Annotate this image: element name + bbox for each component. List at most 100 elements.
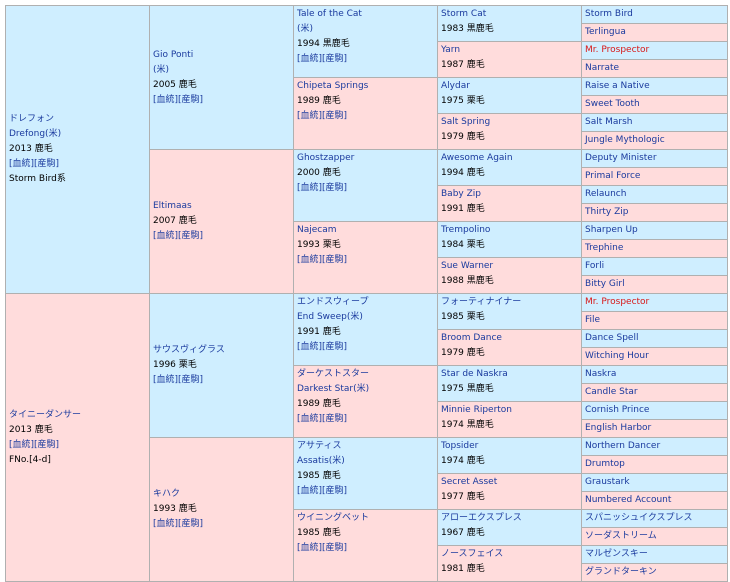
horse-name-link[interactable]: Broom Dance	[441, 333, 502, 343]
horse-name-link[interactable]: マルゼンスキー	[585, 549, 648, 559]
pedigree-link[interactable]: [血統]	[153, 94, 179, 105]
horse-name-link[interactable]: Najecam	[297, 225, 337, 235]
horse-name-link[interactable]: Storm Bird	[585, 9, 633, 19]
progeny-link[interactable]: [産駒]	[34, 159, 60, 169]
pedigree-link[interactable]: [血統]	[297, 414, 323, 424]
pedigree-link[interactable]: [血統]	[297, 183, 323, 193]
horse-name-link[interactable]: Relaunch	[585, 189, 627, 199]
horse-name-link[interactable]: Sharpen Up	[585, 225, 638, 235]
horse-name-link[interactable]: ソーダストリーム	[585, 531, 657, 541]
horse-name-link[interactable]: Minnie Riperton	[441, 405, 513, 415]
horse-name-link[interactable]: Storm Cat	[441, 9, 487, 19]
horse-name-link[interactable]: サウスヴィグラス	[153, 345, 225, 355]
horse-english-name[interactable]: (米)	[297, 24, 314, 34]
horse-name-link[interactable]: Trephine	[585, 243, 624, 253]
horse-english-name[interactable]: Darkest Star(米)	[297, 384, 370, 394]
horse-name-link[interactable]: Cornish Prince	[585, 405, 650, 415]
horse-name-link[interactable]: Eltimaas	[153, 201, 192, 211]
horse-name-link[interactable]: エンドスウィープ	[297, 297, 369, 307]
horse-name-link[interactable]: アサティス	[297, 441, 342, 451]
horse-english-name[interactable]: Drefong(米)	[9, 129, 62, 139]
horse-name-link[interactable]: Jungle Mythologic	[585, 135, 665, 145]
pedigree-link[interactable]: [血統]	[297, 111, 323, 121]
progeny-link[interactable]: [産駒]	[322, 111, 348, 121]
horse-name-link[interactable]: Mr. Prospector	[585, 297, 650, 307]
horse-english-name[interactable]: (米)	[153, 64, 170, 75]
progeny-link[interactable]: [産駒]	[34, 439, 60, 450]
horse-name-link[interactable]: Ghostzapper	[297, 153, 355, 163]
progeny-link[interactable]: [産駒]	[178, 519, 204, 529]
horse-name-link[interactable]: Forli	[585, 261, 605, 271]
horse-name-link[interactable]: ノースフェイス	[441, 549, 504, 559]
progeny-link[interactable]: [産駒]	[178, 375, 204, 385]
progeny-link[interactable]: [産駒]	[322, 183, 348, 193]
horse-name-link[interactable]: Tale of the Cat	[297, 9, 362, 19]
horse-name-link[interactable]: フォーティナイナー	[441, 297, 522, 307]
horse-name-link[interactable]: Awesome Again	[441, 153, 513, 163]
horse-name-link[interactable]: グランドターキン	[585, 567, 657, 577]
horse-name-link[interactable]: Naskra	[585, 369, 617, 379]
horse-name-link[interactable]: Thirty Zip	[585, 207, 629, 217]
horse-name-link[interactable]: Topsider	[441, 441, 479, 451]
horse-name-link[interactable]: Salt Marsh	[585, 117, 633, 127]
progeny-link[interactable]: [産駒]	[322, 486, 348, 496]
progeny-link[interactable]: [産駒]	[322, 255, 348, 265]
pedigree-link[interactable]: [血統]	[153, 231, 179, 241]
horse-name-link[interactable]: Yarn	[441, 45, 461, 55]
horse-name-link[interactable]: Star de Naskra	[441, 369, 508, 379]
pedigree-link[interactable]: [血統]	[9, 439, 35, 450]
ancestor-gen5-1: Storm Bird	[581, 5, 728, 24]
ancestor-gen4-10: Broom Dance 1979 鹿毛	[437, 329, 582, 366]
horse-name-link[interactable]: Salt Spring	[441, 117, 491, 127]
horse-name-link[interactable]: Mr. Prospector	[585, 45, 650, 55]
horse-name-link[interactable]: Terlingua	[585, 27, 626, 37]
progeny-link[interactable]: [産駒]	[178, 231, 204, 241]
horse-name-link[interactable]: Chipeta Springs	[297, 81, 369, 91]
horse-name-link[interactable]: Northern Dancer	[585, 441, 661, 451]
horse-name-link[interactable]: Candle Star	[585, 387, 638, 397]
ancestor-gen4-11: Star de Naskra 1975 黒鹿毛	[437, 365, 582, 402]
horse-name-link[interactable]: Sweet Tooth	[585, 99, 640, 109]
pedigree-link[interactable]: [血統]	[297, 342, 323, 352]
pedigree-link[interactable]: [血統]	[297, 486, 323, 496]
horse-name-link[interactable]: Baby Zip	[441, 189, 481, 199]
progeny-link[interactable]: [産駒]	[178, 94, 204, 105]
horse-name-link[interactable]: Primal Force	[585, 171, 641, 181]
horse-name-link[interactable]: Dance Spell	[585, 333, 639, 343]
horse-name-link[interactable]: ウイニングベット	[297, 513, 370, 523]
horse-name-link[interactable]: ドレフォン	[9, 114, 55, 124]
horse-name-link[interactable]: ダーケストスター	[297, 369, 370, 379]
horse-name-link[interactable]: Secret Asset	[441, 477, 498, 487]
horse-english-name[interactable]: Assatis(米)	[297, 456, 345, 466]
pedigree-link[interactable]: [血統]	[297, 255, 323, 265]
pedigree-link[interactable]: [血統]	[153, 375, 179, 385]
horse-name-link[interactable]: Narrate	[585, 63, 620, 73]
horse-name-link[interactable]: Witching Hour	[585, 351, 649, 361]
horse-name-link[interactable]: File	[585, 315, 601, 325]
horse-name-link[interactable]: Deputy Minister	[585, 153, 657, 163]
horse-name-link[interactable]: English Harbor	[585, 423, 652, 433]
horse-name-link[interactable]: Bitty Girl	[585, 279, 625, 289]
progeny-link[interactable]: [産駒]	[322, 543, 348, 553]
horse-name-link[interactable]: Sue Warner	[441, 261, 494, 271]
horse-name-link[interactable]: タイニーダンサー	[9, 409, 82, 420]
pedigree-link[interactable]: [血統]	[297, 54, 323, 64]
horse-name-link[interactable]: Raise a Native	[585, 81, 650, 91]
pedigree-link[interactable]: [血統]	[153, 519, 179, 529]
horse-english-name[interactable]: End Sweep(米)	[297, 312, 363, 322]
horse-name-link[interactable]: Graustark	[585, 477, 630, 487]
progeny-link[interactable]: [産駒]	[322, 54, 348, 64]
sire-line-label: Storm Bird系	[9, 174, 66, 184]
horse-name-link[interactable]: Alydar	[441, 81, 470, 91]
horse-name-link[interactable]: Numbered Account	[585, 495, 672, 505]
progeny-link[interactable]: [産駒]	[322, 342, 348, 352]
horse-name-link[interactable]: Gio Ponti	[153, 49, 194, 60]
horse-name-link[interactable]: スパニッシュイクスプレス	[585, 513, 693, 523]
horse-name-link[interactable]: Drumtop	[585, 459, 625, 469]
progeny-link[interactable]: [産駒]	[322, 414, 348, 424]
horse-name-link[interactable]: アローエクスプレス	[441, 513, 522, 523]
horse-name-link[interactable]: キハク	[153, 489, 181, 499]
horse-name-link[interactable]: Trempolino	[441, 225, 491, 235]
pedigree-link[interactable]: [血統]	[9, 159, 35, 169]
pedigree-link[interactable]: [血統]	[297, 543, 323, 553]
